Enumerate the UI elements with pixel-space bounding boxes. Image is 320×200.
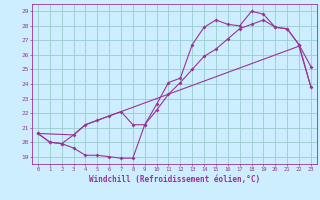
X-axis label: Windchill (Refroidissement éolien,°C): Windchill (Refroidissement éolien,°C) (89, 175, 260, 184)
